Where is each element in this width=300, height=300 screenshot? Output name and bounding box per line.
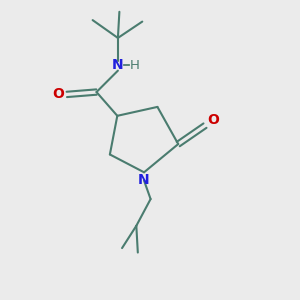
Text: N: N <box>138 173 149 187</box>
Text: O: O <box>207 113 219 127</box>
Text: O: O <box>52 87 64 101</box>
Text: H: H <box>129 59 139 72</box>
Text: N: N <box>112 58 124 72</box>
